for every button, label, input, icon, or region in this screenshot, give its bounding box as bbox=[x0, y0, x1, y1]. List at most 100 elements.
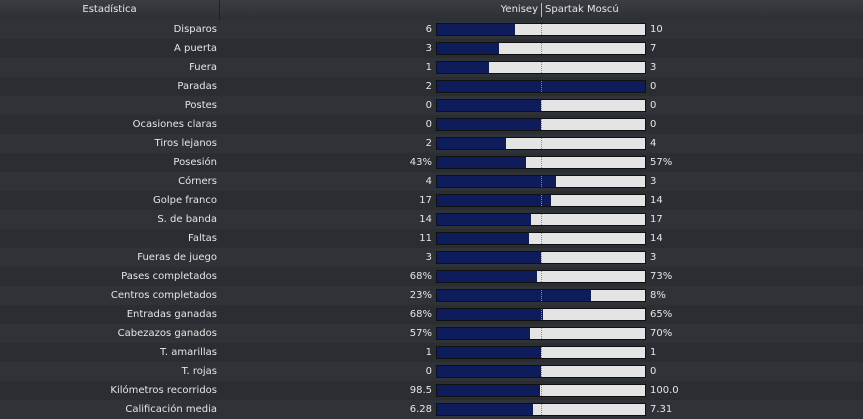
column-header-statistic[interactable]: Estadística bbox=[0, 0, 220, 20]
bar-center-line bbox=[541, 119, 542, 130]
stat-row: Cabezazos ganados 57% 70% bbox=[0, 324, 863, 343]
comparison-bar bbox=[436, 42, 646, 55]
stat-row: Centros completados 23% 8% bbox=[0, 286, 863, 305]
home-bar-fill bbox=[437, 233, 529, 244]
stat-label: Tiros lejanos bbox=[154, 138, 217, 149]
home-bar-fill bbox=[437, 24, 515, 35]
away-value: 3 bbox=[650, 62, 657, 73]
bar-center-line bbox=[541, 271, 542, 282]
stat-row: Córners 4 3 bbox=[0, 172, 863, 191]
stat-row: Calificación media 6.28 7.31 bbox=[0, 400, 863, 419]
bar-center-line bbox=[541, 233, 542, 244]
stat-row: Golpe franco 17 14 bbox=[0, 191, 863, 210]
home-bar-fill bbox=[437, 252, 541, 263]
stat-label: T. rojas bbox=[181, 366, 217, 377]
stat-row: A puerta 3 7 bbox=[0, 39, 863, 58]
comparison-bar bbox=[436, 270, 646, 283]
bar-center-line bbox=[541, 43, 542, 54]
comparison-bar bbox=[436, 99, 646, 112]
home-value: 0 bbox=[425, 100, 432, 111]
away-value: 0 bbox=[650, 119, 657, 130]
stat-label: Paradas bbox=[177, 81, 217, 92]
home-value: 2 bbox=[425, 81, 432, 92]
away-team-name: Spartak Moscú bbox=[545, 4, 619, 15]
stat-label: Cabezazos ganados bbox=[117, 328, 217, 339]
stat-label: Disparos bbox=[173, 24, 217, 35]
home-bar-fill bbox=[437, 328, 530, 339]
comparison-bar bbox=[436, 384, 646, 397]
home-value: 0 bbox=[425, 366, 432, 377]
stat-row: S. de banda 14 17 bbox=[0, 210, 863, 229]
away-value: 73% bbox=[650, 271, 673, 282]
home-team-name: Yenisey bbox=[500, 4, 538, 15]
away-value: 7 bbox=[650, 43, 657, 54]
bar-center-line bbox=[541, 347, 542, 358]
bar-center-line bbox=[541, 157, 542, 168]
stat-row: Postes 0 0 bbox=[0, 96, 863, 115]
away-value: 0 bbox=[650, 366, 657, 377]
comparison-bar bbox=[436, 194, 646, 207]
home-bar-fill bbox=[437, 347, 541, 358]
bar-center-line bbox=[541, 176, 542, 187]
stat-row: Ocasiones claras 0 0 bbox=[0, 115, 863, 134]
comparison-bar bbox=[436, 308, 646, 321]
away-value: 17 bbox=[650, 214, 663, 225]
comparison-bar bbox=[436, 61, 646, 74]
header-divider bbox=[541, 3, 542, 17]
stat-row: Fueras de juego 3 3 bbox=[0, 248, 863, 267]
comparison-bar bbox=[436, 403, 646, 416]
comparison-bar bbox=[436, 118, 646, 131]
comparison-bar bbox=[436, 80, 646, 93]
stats-header: Estadística Yenisey Spartak Moscú bbox=[0, 0, 863, 21]
comparison-bar bbox=[436, 175, 646, 188]
stat-row: Paradas 2 0 bbox=[0, 77, 863, 96]
home-bar-fill bbox=[437, 157, 526, 168]
stat-label: Golpe franco bbox=[152, 195, 217, 206]
home-bar-fill bbox=[437, 214, 531, 225]
comparison-bar bbox=[436, 232, 646, 245]
stat-label: Entradas ganadas bbox=[126, 309, 217, 320]
bar-center-line bbox=[541, 309, 542, 320]
comparison-bar bbox=[436, 251, 646, 264]
home-bar-fill bbox=[437, 62, 489, 73]
comparison-bar bbox=[436, 156, 646, 169]
home-bar-fill bbox=[437, 271, 537, 282]
away-value: 14 bbox=[650, 233, 663, 244]
home-value: 3 bbox=[425, 43, 432, 54]
comparison-bar bbox=[436, 23, 646, 36]
away-value: 1 bbox=[650, 347, 657, 358]
home-bar-fill bbox=[437, 100, 541, 111]
stat-row: Tiros lejanos 2 4 bbox=[0, 134, 863, 153]
comparison-bar bbox=[436, 213, 646, 226]
bar-center-line bbox=[541, 62, 542, 73]
comparison-bar bbox=[436, 346, 646, 359]
stat-row: Entradas ganadas 68% 65% bbox=[0, 305, 863, 324]
bar-center-line bbox=[541, 252, 542, 263]
bar-center-line bbox=[541, 195, 542, 206]
bar-center-line bbox=[541, 24, 542, 35]
comparison-bar bbox=[436, 327, 646, 340]
away-value: 8% bbox=[650, 290, 666, 301]
home-value: 0 bbox=[425, 119, 432, 130]
home-value: 68% bbox=[409, 309, 432, 320]
stat-label: Córners bbox=[178, 176, 217, 187]
bar-center-line bbox=[541, 290, 542, 301]
stat-label: Fueras de juego bbox=[137, 252, 217, 263]
comparison-bar bbox=[436, 365, 646, 378]
away-value: 7.31 bbox=[650, 404, 673, 415]
bar-center-line bbox=[541, 214, 542, 225]
home-bar-fill bbox=[437, 404, 533, 415]
away-value: 65% bbox=[650, 309, 673, 320]
bar-center-line bbox=[541, 385, 542, 396]
home-value: 1 bbox=[425, 347, 432, 358]
home-bar-fill bbox=[437, 176, 556, 187]
stat-label: Centros completados bbox=[110, 290, 217, 301]
home-bar-fill bbox=[437, 309, 543, 320]
home-value: 43% bbox=[409, 157, 432, 168]
away-value: 10 bbox=[650, 24, 663, 35]
bar-center-line bbox=[541, 138, 542, 149]
home-value: 17 bbox=[419, 195, 432, 206]
home-bar-fill bbox=[437, 138, 506, 149]
stat-label: Calificación media bbox=[125, 404, 217, 415]
stat-label: Faltas bbox=[188, 233, 217, 244]
